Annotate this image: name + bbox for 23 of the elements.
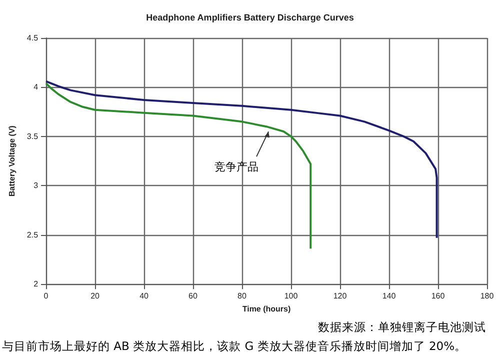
line-series — [45, 82, 312, 250]
chart-title: Headphone Amplifiers Battery Discharge Curves — [146, 12, 354, 22]
line-series — [45, 80, 438, 239]
x-tick-label: 120 — [333, 292, 348, 301]
x-tick-label: 80 — [238, 292, 248, 301]
x-tick-label: 20 — [90, 292, 100, 301]
y-tick-label: 2.5 — [26, 230, 39, 240]
x-tick-label: 160 — [431, 292, 446, 301]
x-tick-label: 140 — [382, 292, 396, 301]
text: 与目前市场上最好的 AB 类放大器相比，该款 G 类放大器使音乐播放时间增加了 20%。 — [1, 338, 468, 355]
x-tick-label: 60 — [188, 292, 198, 301]
y-tick-label: 4 — [34, 82, 39, 92]
x-tick-label: 100 — [284, 292, 298, 301]
x-tick-label: 180 — [480, 292, 494, 301]
x-tick-label: 40 — [140, 292, 150, 301]
x-tick-label: 0 — [44, 292, 49, 301]
y-tick-label: 3.5 — [26, 132, 39, 141]
source-note: 数据来源：单独锂离子电池测试 — [317, 319, 487, 336]
y-axis-title: Battery Voltage (V) — [8, 125, 16, 197]
y-tick-label: 4.5 — [26, 34, 39, 42]
y-tick-label: 2 — [34, 280, 39, 289]
x-axis-title: Time (hours) — [242, 304, 291, 314]
y-tick-label: 3 — [34, 181, 39, 190]
